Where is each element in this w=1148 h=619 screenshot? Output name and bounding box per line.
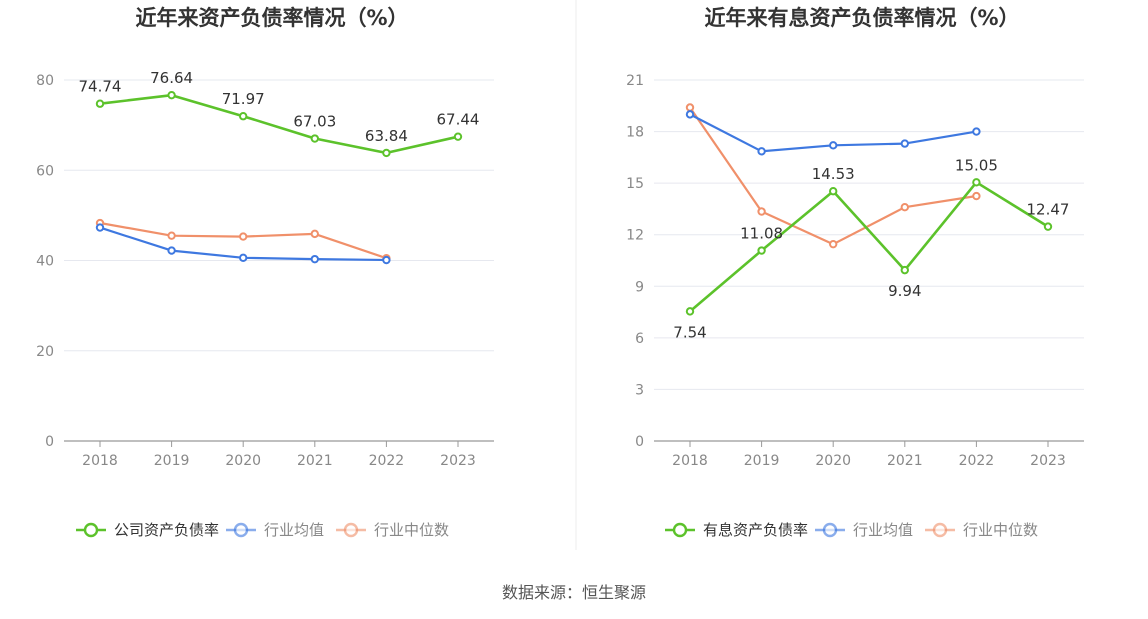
legend-marker	[822, 522, 838, 538]
data-label: 63.84	[365, 127, 408, 145]
legend-label: 行业均值	[853, 521, 913, 539]
data-label: 15.05	[955, 156, 998, 174]
data-label: 67.44	[437, 111, 480, 129]
data-label: 14.53	[812, 165, 855, 183]
legend-label: 行业中位数	[374, 521, 449, 539]
legend-item[interactable]: 行业均值	[815, 521, 913, 539]
x-tick-label: 2020	[815, 453, 851, 469]
y-tick-label: 3	[635, 382, 644, 398]
data-point	[310, 134, 319, 143]
data-point	[167, 246, 176, 255]
legend-item[interactable]: 行业均值	[226, 521, 324, 539]
data-point	[167, 231, 176, 240]
legend-label: 公司资产负债率	[114, 521, 219, 539]
legend-marker	[233, 522, 249, 538]
data-label: 9.94	[888, 282, 921, 300]
data-point	[829, 239, 838, 249]
y-tick-label: 40	[36, 254, 54, 270]
y-tick-label: 80	[36, 73, 54, 89]
legend-label: 行业中位数	[963, 521, 1038, 539]
data-point	[1043, 222, 1053, 231]
chart-1: 近年来资产负债率情况（%） 0 20 40 60 80 2018 2019 2020 2021 20…	[36, 6, 494, 539]
x-tick-label: 2019	[744, 453, 780, 469]
x-tick-label: 2020	[225, 453, 261, 469]
data-source-label: 数据来源：恒生聚源	[502, 583, 646, 602]
x-tick-label: 2022	[369, 453, 405, 469]
data-label: 71.97	[222, 90, 265, 108]
legend-item[interactable]: 行业中位数	[336, 521, 449, 539]
data-label: 67.03	[293, 113, 336, 131]
x-tick-label: 2018	[672, 453, 708, 469]
y-tick-label: 15	[626, 176, 644, 192]
data-label: 76.64	[150, 69, 193, 87]
data-point	[972, 127, 981, 136]
data-label: 11.08	[740, 225, 783, 243]
x-tick-label: 2021	[297, 453, 333, 469]
legend-marker	[343, 522, 359, 538]
y-tick-label: 20	[36, 344, 54, 360]
data-point	[900, 203, 909, 212]
y-tick-label: 12	[626, 228, 644, 244]
x-tick-label: 2023	[440, 453, 476, 469]
data-point	[382, 255, 391, 265]
data-point	[757, 207, 766, 216]
data-point	[453, 132, 463, 141]
y-tick-label: 18	[626, 125, 644, 141]
data-point	[829, 141, 838, 150]
data-point	[95, 223, 105, 232]
data-point	[685, 307, 695, 316]
chart-title: 近年来资产负债率情况（%）	[135, 6, 408, 30]
data-point	[685, 110, 695, 119]
data-point	[757, 246, 766, 255]
x-tick-label: 2019	[154, 453, 190, 469]
legend-marker	[83, 522, 99, 538]
y-tick-label: 21	[626, 73, 644, 89]
chart-2: 近年来有息资产负债率情况（%） 0 3 6 9 12 15 18 21 2018 2019 2020 2…	[626, 6, 1084, 539]
data-point	[310, 254, 319, 264]
data-point	[972, 178, 981, 187]
data-point	[900, 265, 909, 275]
y-tick-label: 6	[635, 331, 644, 347]
y-tick-label: 0	[45, 434, 54, 450]
data-point	[829, 187, 838, 196]
data-label: 74.74	[79, 78, 122, 96]
data-point	[239, 112, 248, 121]
data-point	[239, 232, 248, 241]
series-line-0	[99, 93, 459, 155]
data-point	[382, 148, 391, 158]
y-tick-label: 0	[635, 434, 644, 450]
data-point	[757, 147, 766, 156]
y-tick-label: 60	[36, 163, 54, 179]
legend-label: 有息资产负债率	[703, 521, 808, 539]
chart-title: 近年来有息资产负债率情况（%）	[704, 6, 1019, 30]
data-point	[972, 191, 981, 201]
data-point	[95, 99, 105, 108]
x-tick-label: 2022	[959, 453, 995, 469]
data-point	[167, 90, 176, 100]
x-tick-label: 2023	[1030, 453, 1066, 469]
series-line-0	[689, 181, 1049, 313]
data-point	[685, 103, 695, 112]
legend-marker	[932, 522, 948, 538]
y-tick-label: 9	[635, 279, 644, 295]
data-label: 12.47	[1027, 201, 1070, 219]
legend-label: 行业均值	[264, 521, 324, 539]
x-tick-label: 2021	[887, 453, 923, 469]
legend-marker	[672, 522, 688, 538]
legend-item[interactable]: 公司资产负债率	[76, 521, 219, 539]
legend-item[interactable]: 有息资产负债率	[665, 521, 808, 539]
data-label: 7.54	[673, 323, 706, 341]
data-point	[900, 139, 909, 148]
data-point	[310, 229, 319, 239]
data-point	[239, 253, 248, 262]
x-tick-label: 2018	[82, 453, 118, 469]
legend-item[interactable]: 行业中位数	[925, 521, 1038, 539]
